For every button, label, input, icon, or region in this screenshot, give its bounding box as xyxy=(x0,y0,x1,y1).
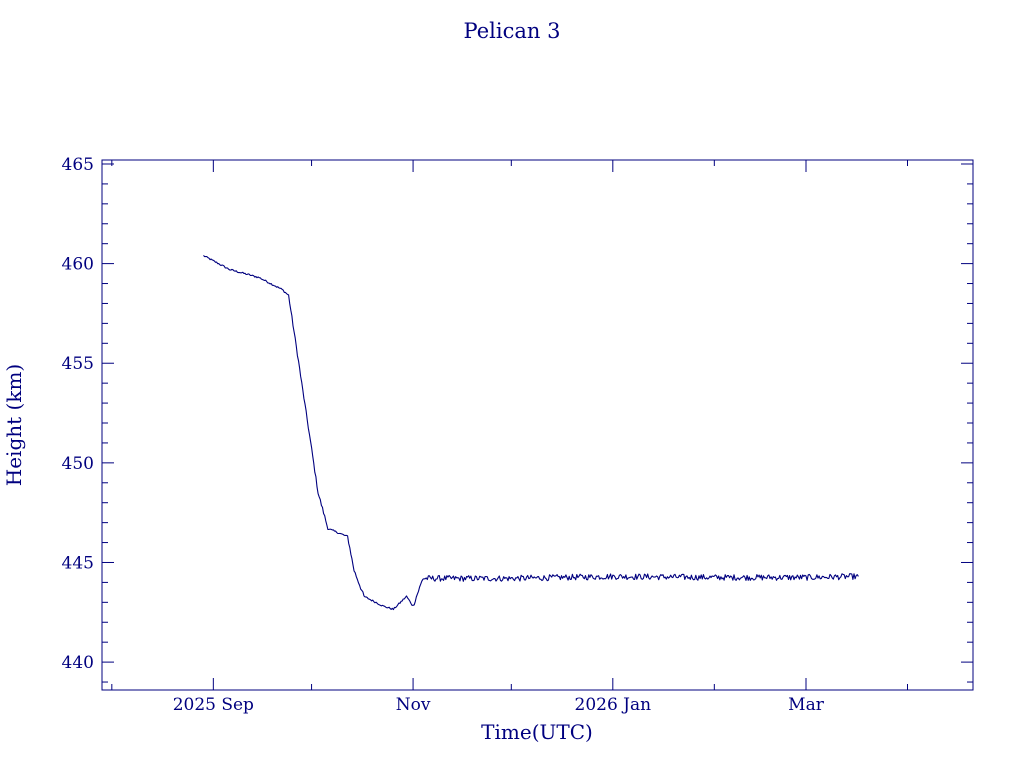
x-tick-label: Mar xyxy=(788,695,825,715)
x-ticks: 2025 Sep Nov 2026 Jan Mar xyxy=(111,160,909,715)
y-tick-label: 445 xyxy=(62,553,94,573)
y-tick-label: 450 xyxy=(62,454,94,474)
y-axis-label: Height (km) xyxy=(2,364,26,486)
series-layer xyxy=(203,255,859,611)
y-tick-label: 440 xyxy=(62,653,94,673)
y-tick-label: 460 xyxy=(62,255,94,275)
x-tick-label: Nov xyxy=(396,695,431,715)
x-axis-label: Time(UTC) xyxy=(481,720,593,744)
y-ticks: 440 445 450 455 460 465 xyxy=(62,155,973,683)
y-tick-label: 465 xyxy=(62,155,94,175)
plot-border xyxy=(101,159,974,691)
chart-title: Pelican 3 xyxy=(464,19,561,43)
y-tick-label: 455 xyxy=(62,354,94,374)
plot-frame xyxy=(101,159,974,691)
series-line xyxy=(203,255,859,611)
x-tick-label: 2026 Jan xyxy=(575,695,652,715)
x-tick-label: 2025 Sep xyxy=(173,695,254,715)
